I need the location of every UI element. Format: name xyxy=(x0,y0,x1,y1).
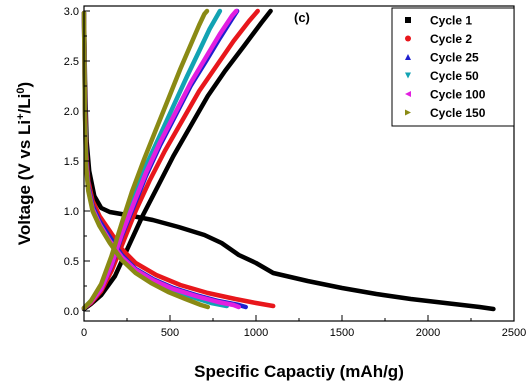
discharge-curve xyxy=(81,10,496,312)
legend-label: Cycle 2 xyxy=(430,32,472,46)
y-axis-title-sup2: 0 xyxy=(15,87,27,93)
legend-marker xyxy=(405,35,411,42)
x-tick-label: 1500 xyxy=(330,327,354,339)
y-axis-title-end: ) xyxy=(15,82,34,88)
y-axis-title-sup1: + xyxy=(15,113,27,119)
series-cycle-1 xyxy=(81,8,496,312)
x-tick-label: 0 xyxy=(81,327,87,339)
legend-item: Cycle 150 xyxy=(405,106,486,120)
legend-item: Cycle 2 xyxy=(405,32,472,46)
y-tick-label: 0.5 xyxy=(64,256,79,268)
legend-marker xyxy=(405,17,411,23)
legend-box xyxy=(391,7,515,127)
x-tick-label: 2000 xyxy=(416,327,440,339)
panel-label: (c) xyxy=(294,10,310,25)
x-axis-title: Specific Capactiy (mAh/g) xyxy=(194,362,404,381)
discharge-curve xyxy=(81,10,211,310)
x-tick-label: 1000 xyxy=(244,327,268,339)
legend: Cycle 1 Cycle 2 Cycle 25 Cycle 50 Cycle 100 C… xyxy=(391,7,515,127)
legend-item: Cycle 100 xyxy=(405,88,486,102)
series-cycle-150 xyxy=(81,8,211,311)
legend-label: Cycle 150 xyxy=(430,106,486,120)
y-tick-label: 1.5 xyxy=(64,156,79,168)
y-axis-title-mid: /Li xyxy=(15,94,34,114)
charge-curve xyxy=(81,8,273,312)
charge-curve xyxy=(81,8,210,311)
legend-item: Cycle 1 xyxy=(405,14,472,28)
legend-label: Cycle 25 xyxy=(430,51,479,65)
legend-marker xyxy=(405,91,411,97)
y-axis-title-main: Voltage (V vs Li xyxy=(15,120,34,245)
legend-label: Cycle 50 xyxy=(430,69,479,83)
x-tick-label: 500 xyxy=(161,327,179,339)
y-tick-label: 2.0 xyxy=(64,106,79,118)
legend-item: Cycle 50 xyxy=(405,69,479,83)
y-tick-label: 0.0 xyxy=(64,306,79,318)
y-tick-label: 1.0 xyxy=(64,206,79,218)
legend-label: Cycle 100 xyxy=(430,88,486,102)
legend-label: Cycle 1 xyxy=(430,14,472,28)
legend-marker xyxy=(405,54,411,60)
y-tick-label: 3.0 xyxy=(64,6,79,18)
y-axis-title: Voltage (V vs Li+/Li0) xyxy=(15,82,34,245)
legend-marker xyxy=(405,109,411,116)
ticks-layer: 0 500 1000 1500 2000 2500 0.0 0.5 1.0 1.5 2.0 2.5 3.… xyxy=(64,6,526,339)
y-tick-label: 2.5 xyxy=(64,56,79,68)
legend-marker xyxy=(405,72,411,79)
legend-item: Cycle 25 xyxy=(405,51,479,65)
x-tick-label: 2500 xyxy=(502,327,526,339)
